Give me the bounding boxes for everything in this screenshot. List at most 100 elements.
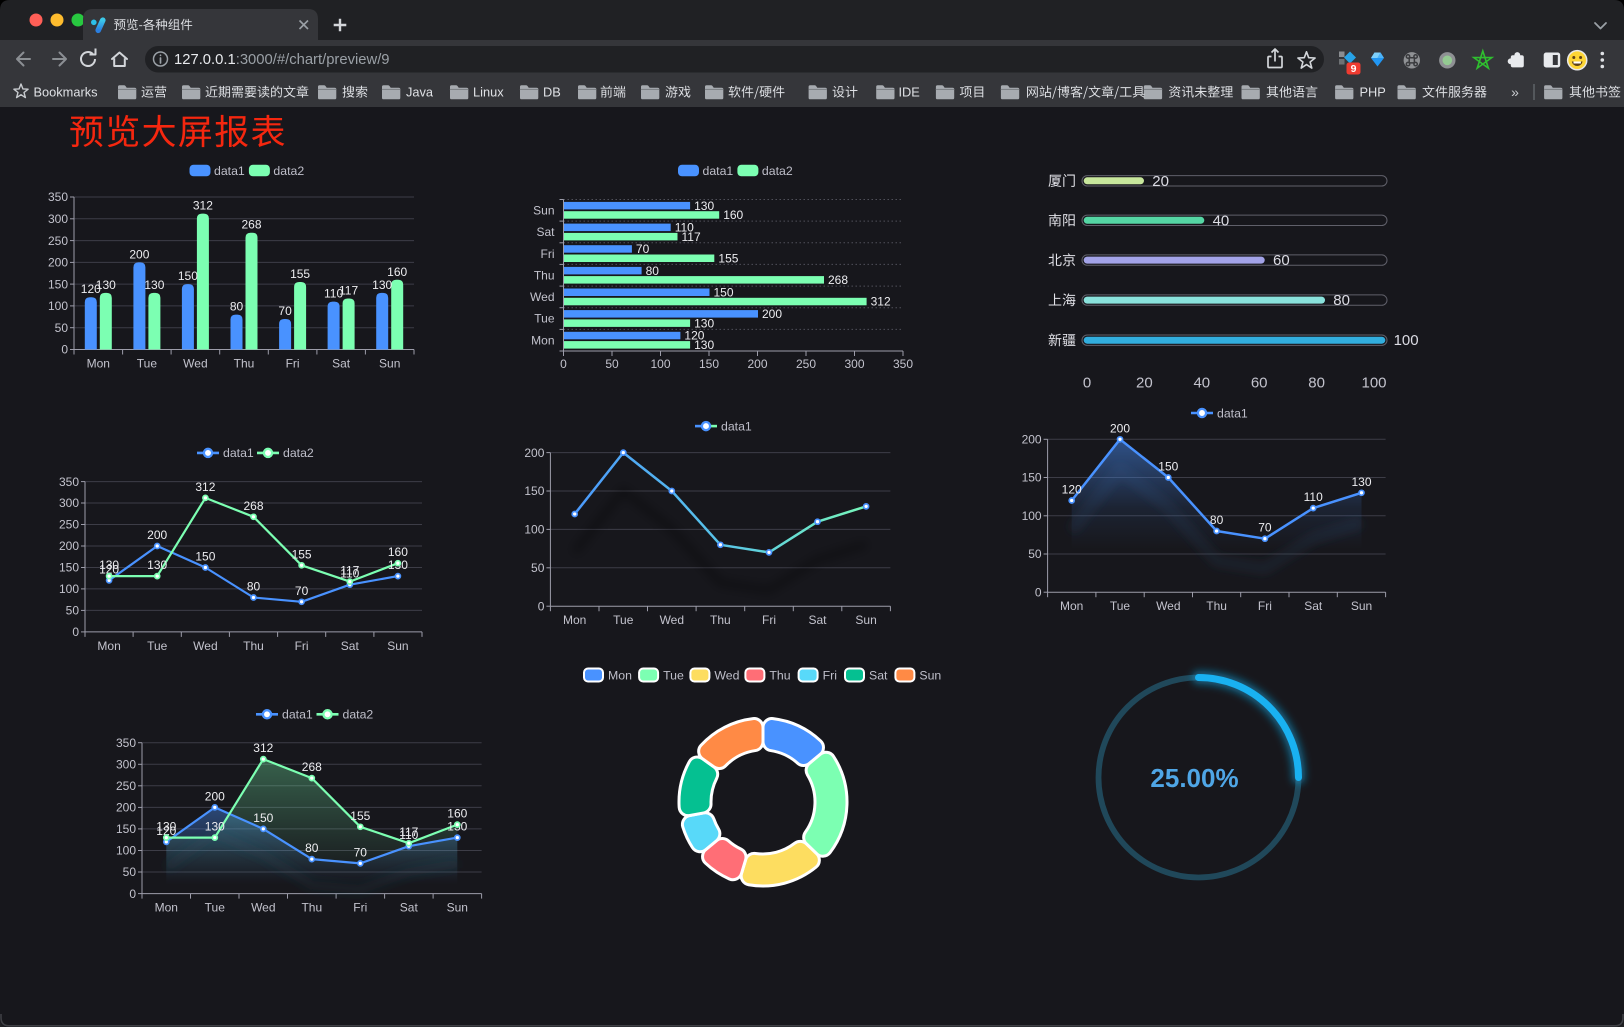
svg-text:Sat: Sat — [400, 901, 419, 915]
svg-text:350: 350 — [116, 736, 136, 750]
svg-text:200: 200 — [205, 789, 225, 803]
svg-text:350: 350 — [59, 475, 79, 489]
svg-text:130: 130 — [96, 278, 116, 292]
svg-text:0: 0 — [129, 887, 136, 901]
svg-text:100: 100 — [1361, 375, 1386, 392]
svg-text:Sun: Sun — [1351, 599, 1372, 613]
svg-text:Sun: Sun — [379, 357, 400, 371]
svg-text:60: 60 — [1251, 375, 1268, 392]
svg-text:250: 250 — [116, 779, 136, 793]
svg-text:data1: data1 — [721, 419, 752, 433]
svg-text:130: 130 — [99, 558, 119, 572]
svg-text:80: 80 — [1210, 513, 1224, 527]
svg-text:9: 9 — [1351, 63, 1357, 75]
svg-text:312: 312 — [195, 480, 215, 494]
svg-text:Sun: Sun — [855, 613, 876, 627]
svg-text:Sat: Sat — [536, 225, 555, 239]
svg-text:200: 200 — [524, 446, 544, 460]
svg-text:268: 268 — [302, 760, 322, 774]
svg-text:data2: data2 — [283, 446, 314, 460]
svg-text:160: 160 — [387, 265, 407, 279]
svg-text:Thu: Thu — [234, 357, 255, 371]
svg-text:0: 0 — [560, 357, 567, 371]
svg-text:Tue: Tue — [663, 668, 684, 682]
svg-text:150: 150 — [195, 550, 215, 564]
svg-text:268: 268 — [828, 273, 848, 287]
svg-text:80: 80 — [1308, 375, 1325, 392]
svg-text:Sat: Sat — [869, 668, 888, 682]
svg-text:Wed: Wed — [1156, 599, 1180, 613]
svg-text:data2: data2 — [762, 164, 793, 178]
svg-text:0: 0 — [61, 343, 68, 357]
svg-text:350: 350 — [893, 357, 913, 371]
svg-text:80: 80 — [1333, 292, 1350, 309]
svg-text:130: 130 — [694, 316, 714, 330]
svg-text:data1: data1 — [223, 446, 254, 460]
svg-text:100: 100 — [1394, 332, 1419, 349]
svg-text:70: 70 — [295, 584, 309, 598]
svg-text:data1: data1 — [214, 164, 245, 178]
svg-text:120: 120 — [99, 562, 119, 576]
svg-text:Thu: Thu — [769, 668, 790, 682]
svg-text:50: 50 — [55, 321, 69, 335]
svg-text:80: 80 — [646, 264, 660, 278]
svg-text:data2: data2 — [273, 164, 304, 178]
svg-text:Fri: Fri — [353, 901, 367, 915]
svg-text:data1: data1 — [1217, 406, 1248, 420]
svg-text:Thu: Thu — [243, 639, 264, 653]
svg-text:150: 150 — [178, 269, 198, 283]
svg-text:70: 70 — [636, 242, 650, 256]
svg-text:Fri: Fri — [295, 639, 309, 653]
svg-text:110: 110 — [675, 221, 694, 235]
svg-text:Wed: Wed — [193, 639, 217, 653]
svg-text:Fri: Fri — [1258, 599, 1272, 613]
svg-text:250: 250 — [48, 234, 68, 248]
svg-text:Linux: Linux — [473, 84, 504, 99]
svg-text:20: 20 — [1152, 173, 1169, 190]
svg-text:Sun: Sun — [919, 668, 941, 682]
svg-text:70: 70 — [354, 845, 368, 859]
svg-text:70: 70 — [278, 304, 292, 318]
svg-text:Mon: Mon — [563, 613, 586, 627]
svg-text:Wed: Wed — [183, 357, 207, 371]
svg-text:Thu: Thu — [710, 613, 731, 627]
svg-text:200: 200 — [1022, 433, 1042, 447]
svg-text:150: 150 — [59, 561, 79, 575]
svg-text:Fri: Fri — [541, 247, 555, 261]
svg-text:250: 250 — [59, 518, 79, 532]
svg-text:150: 150 — [524, 484, 544, 498]
svg-text:Wed: Wed — [660, 613, 684, 627]
svg-text:50: 50 — [1028, 547, 1042, 561]
svg-text:0: 0 — [538, 599, 545, 613]
svg-text:Fri: Fri — [762, 613, 776, 627]
svg-text:Thu: Thu — [534, 268, 555, 282]
svg-text:Bookmarks: Bookmarks — [34, 84, 98, 99]
svg-text:80: 80 — [247, 580, 261, 594]
svg-text:312: 312 — [253, 741, 273, 755]
svg-text:Thu: Thu — [301, 901, 322, 915]
svg-text:200: 200 — [129, 247, 149, 261]
svg-text:200: 200 — [48, 256, 68, 270]
svg-text:312: 312 — [193, 199, 213, 213]
svg-text:110: 110 — [324, 287, 343, 301]
svg-text:120: 120 — [81, 282, 101, 296]
svg-text:Tue: Tue — [613, 613, 634, 627]
svg-text:PHP: PHP — [1360, 84, 1386, 99]
svg-text:130: 130 — [205, 820, 225, 834]
svg-text:Wed: Wed — [530, 290, 554, 304]
svg-text:50: 50 — [66, 604, 80, 618]
svg-text:100: 100 — [116, 844, 136, 858]
svg-text:300: 300 — [59, 496, 79, 510]
svg-text:60: 60 — [1273, 252, 1290, 269]
svg-text:Sat: Sat — [808, 613, 827, 627]
svg-text:Sat: Sat — [1304, 599, 1323, 613]
svg-text:110: 110 — [1304, 490, 1323, 504]
svg-text:Fri: Fri — [823, 668, 837, 682]
svg-text:Mon: Mon — [97, 639, 120, 653]
svg-text:110: 110 — [399, 828, 418, 842]
svg-text:Sun: Sun — [447, 901, 468, 915]
svg-text:200: 200 — [116, 801, 136, 815]
svg-text:268: 268 — [243, 499, 263, 513]
svg-text:150: 150 — [714, 285, 734, 299]
svg-text:268: 268 — [241, 218, 261, 232]
